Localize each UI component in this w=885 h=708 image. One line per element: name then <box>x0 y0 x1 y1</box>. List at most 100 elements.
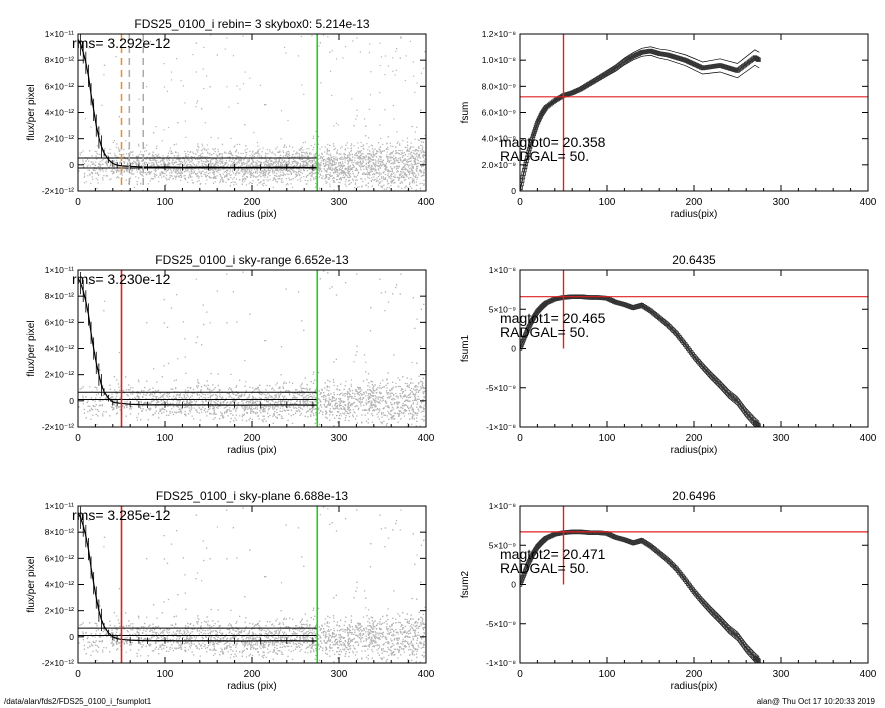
scatter-point <box>246 152 248 154</box>
scatter-point <box>95 158 98 160</box>
scatter-point <box>343 152 345 154</box>
scatter-point <box>353 125 355 127</box>
scatter-point <box>131 168 133 170</box>
scatter-point <box>380 185 382 187</box>
scatter-point <box>382 163 384 165</box>
scatter-point <box>402 175 404 177</box>
scatter-point <box>379 155 381 157</box>
scatter-point <box>318 176 320 178</box>
scatter-point <box>119 170 121 172</box>
scatter-point <box>135 156 138 158</box>
scatter-point <box>310 171 313 173</box>
scatter-point <box>95 177 97 179</box>
scatter-point <box>231 165 233 167</box>
scatter-point <box>220 161 222 163</box>
scatter-point <box>358 186 360 188</box>
scatter-point <box>327 158 329 160</box>
scatter-point <box>262 184 264 187</box>
scatter-point <box>325 177 327 179</box>
scatter-point <box>355 162 357 164</box>
scatter-point <box>79 152 81 154</box>
scatter-point <box>133 173 135 175</box>
scatter-point <box>209 86 211 88</box>
scatter-point <box>354 176 356 178</box>
scatter-point <box>187 154 189 156</box>
scatter-point <box>406 163 409 165</box>
scatter-point <box>247 159 249 161</box>
scatter-point <box>264 156 266 158</box>
scatter-point <box>386 166 388 168</box>
scatter-point <box>279 161 282 164</box>
scatter-point <box>373 168 375 170</box>
scatter-point <box>328 167 330 169</box>
scatter-point <box>166 156 168 158</box>
scatter-point <box>305 183 307 185</box>
scatter-point <box>212 176 215 179</box>
scatter-point <box>326 176 328 178</box>
scatter-point <box>279 150 281 152</box>
scatter-point <box>393 176 396 178</box>
scatter-point <box>118 116 120 118</box>
scatter-point <box>268 172 270 174</box>
scatter-point <box>299 156 301 158</box>
scatter-point <box>307 158 309 160</box>
scatter-point <box>245 178 247 180</box>
scatter-point <box>214 163 216 165</box>
scatter-point <box>187 168 189 170</box>
scatter-point <box>132 154 134 156</box>
scatter-point <box>288 158 290 160</box>
scatter-point <box>160 159 162 161</box>
scatter-point <box>328 164 330 167</box>
scatter-point <box>259 165 261 167</box>
scatter-point <box>263 170 265 172</box>
scatter-point <box>97 179 99 181</box>
scatter-point <box>288 179 291 181</box>
scatter-point <box>176 158 178 160</box>
scatter-point <box>255 177 257 179</box>
scatter-point <box>334 181 336 183</box>
scatter-point <box>315 156 317 158</box>
scatter-point <box>325 175 327 177</box>
scatter-point <box>363 164 365 167</box>
scatter-point <box>138 98 140 100</box>
scatter-point <box>340 171 342 173</box>
scatter-point <box>192 151 194 153</box>
scatter-point <box>315 164 317 166</box>
scatter-point <box>290 173 293 175</box>
scatter-point <box>225 152 227 154</box>
scatter-point <box>148 172 150 174</box>
scatter-point <box>325 170 327 172</box>
scatter-point <box>136 158 138 160</box>
scatter-point <box>264 176 266 178</box>
scatter-point <box>156 145 158 147</box>
scatter-point <box>201 164 203 166</box>
scatter-point <box>387 136 389 138</box>
scatter-point <box>264 104 266 106</box>
scatter-point <box>333 158 335 160</box>
scatter-point <box>392 70 394 72</box>
scatter-point <box>238 156 240 158</box>
scatter-point <box>209 170 211 172</box>
scatter-point <box>306 153 308 155</box>
scatter-point <box>371 154 373 157</box>
y-tick-label: 8.0×10⁻⁹ <box>482 81 517 91</box>
scatter-point <box>387 148 389 150</box>
scatter-point <box>154 159 157 161</box>
scatter-point <box>377 150 379 153</box>
scatter-point <box>268 160 270 162</box>
scatter-point <box>333 177 335 179</box>
scatter-point <box>103 74 105 76</box>
scatter-point <box>234 168 236 170</box>
scatter-point <box>140 183 142 185</box>
scatter-point <box>341 146 343 148</box>
scatter-point <box>191 182 194 184</box>
scatter-point <box>411 182 413 184</box>
scatter-point <box>409 172 411 174</box>
scatter-point <box>231 161 233 163</box>
scatter-point <box>110 178 112 180</box>
scatter-point <box>277 151 279 153</box>
scatter-point <box>274 161 276 163</box>
scatter-point <box>178 154 180 156</box>
scatter-point <box>399 175 401 177</box>
scatter-point <box>208 169 210 171</box>
